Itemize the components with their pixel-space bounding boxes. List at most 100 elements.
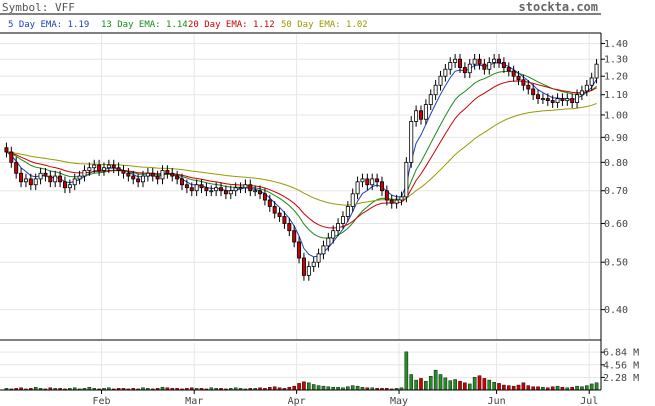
candle-body: [33, 178, 38, 186]
candle-body: [58, 175, 63, 183]
price-tick-label: 1.20: [604, 72, 628, 83]
candle: [92, 159, 97, 174]
candle: [28, 173, 33, 191]
candle-body: [565, 98, 570, 101]
volume-tick-label: 2.28 M: [603, 373, 639, 384]
candle: [472, 53, 477, 70]
candle-body: [506, 67, 511, 72]
candle: [72, 173, 77, 191]
candle-body: [355, 181, 360, 195]
candle: [145, 168, 150, 182]
candle: [23, 173, 28, 188]
candle-body: [209, 190, 214, 193]
candle-body: [292, 230, 297, 243]
candle: [262, 188, 267, 206]
candle-body: [536, 94, 541, 99]
candle-body: [384, 190, 389, 201]
volume-bar: [526, 385, 531, 391]
candle: [199, 179, 204, 194]
candle: [506, 62, 511, 77]
candle: [14, 157, 19, 179]
candle-body: [141, 175, 145, 183]
candle: [384, 185, 389, 206]
volume-bar: [511, 385, 516, 391]
candle: [443, 63, 448, 82]
candle-body: [297, 241, 302, 259]
candle: [594, 58, 599, 84]
candle: [589, 72, 594, 91]
candle: [458, 53, 462, 73]
candle-body: [360, 178, 365, 183]
candle: [121, 165, 126, 179]
candle-body: [131, 175, 136, 180]
candle-body: [453, 58, 458, 63]
candle: [194, 179, 199, 197]
candle-body: [248, 184, 253, 192]
brand-label: stockta.com: [519, 0, 598, 14]
volume-axis: 2.28 M 4.56 M6.84 M: [601, 348, 639, 384]
candle-body: [287, 223, 292, 232]
candle-body: [433, 84, 438, 96]
candle-body: [199, 184, 204, 189]
volume-panel: 2.28 M 4.56 M6.84 M: [0, 343, 639, 391]
candle-body: [501, 62, 506, 68]
candle: [316, 248, 321, 268]
volume-bar: [502, 384, 506, 391]
candle-body: [267, 199, 272, 207]
volume-bar: [414, 379, 418, 391]
candle-body: [379, 181, 384, 192]
ema-line-13: [6, 70, 597, 239]
month-label: Jul: [580, 396, 598, 406]
candle-body: [23, 178, 28, 183]
candle-body: [233, 187, 238, 192]
candle-body: [170, 172, 175, 177]
candle: [575, 89, 580, 108]
candle-body: [38, 172, 43, 180]
candle-body: [223, 190, 228, 195]
volume-tick-label: 6.84 M: [603, 348, 639, 359]
candles: [4, 53, 599, 281]
candle: [87, 162, 92, 176]
candle: [43, 168, 48, 182]
candle-body: [448, 62, 453, 70]
volume-grid: [0, 343, 601, 390]
candle: [409, 116, 414, 168]
candle-body: [9, 151, 14, 163]
volume-bar: [302, 381, 306, 391]
candle: [477, 53, 482, 70]
candle-body: [160, 170, 165, 180]
candle-body: [272, 206, 277, 214]
candle: [228, 185, 233, 200]
candle-body: [438, 75, 443, 86]
candle-body: [238, 187, 243, 190]
candle-body: [165, 170, 170, 174]
candle-body: [409, 121, 414, 163]
price-tick-label: 1.40: [604, 39, 628, 50]
candle-body: [531, 88, 536, 96]
candle-body: [92, 164, 97, 169]
price-axis: 1.40 1.30 1.20 1.10 1.00 0.90 0.80 0.70 0.60 0.50…: [601, 39, 628, 316]
candle-body: [467, 63, 472, 74]
candle-body: [365, 178, 370, 186]
candle: [58, 170, 63, 188]
candle: [180, 173, 184, 191]
volume-bar: [458, 380, 462, 391]
candle: [77, 170, 82, 185]
price-tick-label: 1.30: [604, 55, 628, 66]
candle: [550, 95, 555, 108]
candle-body: [316, 253, 321, 263]
ema-line-50: [6, 103, 597, 206]
volume-bar: [482, 378, 487, 391]
candle-body: [511, 70, 516, 77]
volume-bar: [516, 384, 521, 391]
price-tick-label: 0.80: [604, 158, 628, 169]
candle: [399, 191, 404, 206]
candle: [82, 165, 87, 182]
candle: [482, 58, 487, 75]
candle-body: [184, 184, 189, 189]
candle-body: [262, 193, 267, 201]
month-label: Feb: [93, 396, 111, 406]
candle-body: [277, 212, 282, 217]
candle: [511, 65, 516, 82]
volume-bar: [463, 382, 467, 391]
